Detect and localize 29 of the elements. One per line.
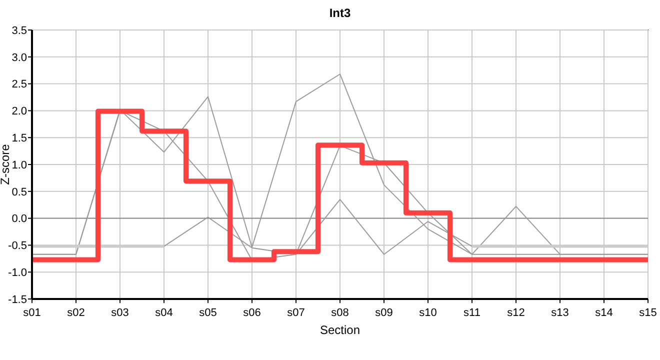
x-tick-label: s02 (67, 307, 85, 319)
x-tick-label: s05 (199, 307, 217, 319)
y-tick-label: 0.0 (12, 213, 27, 226)
x-tick-label: s13 (551, 307, 569, 319)
x-tick-label: s03 (111, 307, 129, 319)
y-tick-label: 0.5 (12, 186, 27, 198)
x-axis-title: Section (320, 323, 360, 337)
y-tick-label: 2.0 (12, 106, 27, 118)
y-axis-title: Z-score (0, 144, 12, 185)
x-tick-label: s09 (375, 307, 393, 319)
x-tick-label: s01 (23, 307, 41, 319)
y-tick-label: -0.5 (8, 240, 27, 252)
x-tick-label: s06 (243, 307, 261, 319)
y-tick-label: 3.0 (12, 52, 27, 64)
y-tick-label: -1.5 (8, 294, 27, 306)
y-tick-label: 1.5 (12, 132, 27, 144)
x-tick-label: s14 (595, 307, 613, 319)
x-tick-label: s11 (464, 307, 480, 319)
x-tick-label: s08 (331, 307, 349, 319)
y-tick-label: -1.0 (8, 266, 27, 279)
x-tick-label: s15 (639, 307, 657, 319)
x-tick-label: s10 (419, 307, 437, 319)
x-tick-label: s04 (155, 307, 173, 319)
y-tick-label: 1.0 (12, 159, 27, 172)
chart-title: Int3 (329, 6, 351, 20)
y-tick-label: 2.5 (12, 78, 27, 91)
x-tick-label: s12 (507, 307, 525, 319)
y-tick-label: 3.5 (12, 24, 27, 37)
x-tick-label: s07 (287, 307, 305, 319)
